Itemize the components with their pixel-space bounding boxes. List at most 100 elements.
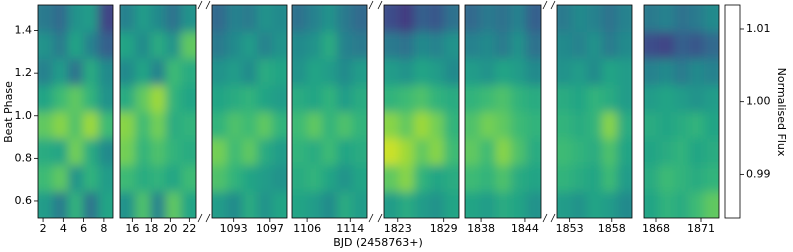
heatmap-cell <box>242 58 258 86</box>
heatmap-cell <box>165 84 182 112</box>
heatmap-cell <box>272 191 287 218</box>
heatmap-cell <box>429 138 445 166</box>
heatmap-cell <box>98 111 113 139</box>
heatmap-cell <box>212 191 228 218</box>
heatmap-cell <box>384 5 400 33</box>
heatmap-cell <box>322 191 338 218</box>
panel <box>212 5 287 218</box>
heatmap-cell <box>68 191 84 218</box>
heatmap-cell <box>98 191 113 218</box>
cells <box>38 5 113 218</box>
y-tick-label: 0.8 <box>15 151 33 164</box>
cells <box>557 5 632 218</box>
heatmap-cell <box>572 138 588 166</box>
heatmap-cell <box>465 5 481 33</box>
heatmap-cell <box>414 58 430 86</box>
heatmap-cell <box>352 5 367 33</box>
heatmap-cell <box>68 5 84 33</box>
heatmap-cell <box>384 138 400 166</box>
heatmap-cell <box>572 84 588 112</box>
heatmap-cell <box>602 5 618 33</box>
heatmap-cell <box>227 5 243 33</box>
heatmap-cell <box>510 191 527 218</box>
heatmap-cell <box>444 111 459 139</box>
heatmap-cell <box>135 58 151 86</box>
heatmap-cell <box>525 5 541 33</box>
heatmap-cell <box>257 138 273 166</box>
heatmap-cell <box>227 58 243 86</box>
heatmap-cell <box>352 164 367 192</box>
colorbar-tick-label: 1.01 <box>746 22 771 35</box>
heatmap-cell <box>150 191 167 218</box>
heatmap-cell <box>180 58 196 86</box>
x-tick-label: 8 <box>100 222 107 235</box>
heatmap-cell <box>444 164 459 192</box>
heatmap-cell <box>272 164 287 192</box>
x-tick-label: 4 <box>60 222 67 235</box>
heatmap-cell <box>617 111 632 139</box>
heatmap-cell <box>674 58 690 86</box>
heatmap-cell <box>322 111 338 139</box>
heatmap-cell <box>414 164 430 192</box>
cells <box>212 5 287 218</box>
heatmap-cell <box>322 31 338 59</box>
heatmap-cell <box>384 31 400 59</box>
heatmap-cell <box>53 111 69 139</box>
heatmap-cell <box>480 84 496 112</box>
heatmap-cell <box>465 164 481 192</box>
heatmap-cell <box>414 138 430 166</box>
heatmap-cell <box>644 191 660 218</box>
heatmap-cell <box>38 164 54 192</box>
axis-break <box>550 0 556 10</box>
panel-frame <box>291 4 368 219</box>
heatmap-cell <box>587 138 603 166</box>
heatmap-cell <box>602 84 618 112</box>
panel-frame <box>211 4 288 219</box>
x-axis-label: BJD (2458763+) <box>333 236 423 249</box>
heatmap-cell <box>704 111 719 139</box>
heatmap-cell <box>120 58 136 86</box>
heatmap-cell <box>150 84 167 112</box>
heatmap-cell <box>444 31 459 59</box>
heatmap-cell <box>165 58 182 86</box>
heatmap-cell <box>83 84 99 112</box>
heatmap-cell <box>257 191 273 218</box>
heatmap-cell <box>292 191 308 218</box>
heatmap-cell <box>150 138 167 166</box>
heatmap-cell <box>83 138 99 166</box>
heatmap-cell <box>689 58 705 86</box>
heatmap-cell <box>399 138 415 166</box>
heatmap-cell <box>465 31 481 59</box>
heatmap-cell <box>399 58 415 86</box>
heatmap-cell <box>352 58 367 86</box>
heatmap-cell <box>135 5 151 33</box>
heatmap-cell <box>352 191 367 218</box>
heatmap-cell <box>557 191 573 218</box>
heatmap-cell <box>180 84 196 112</box>
heatmap-cell <box>242 164 258 192</box>
heatmap-cell <box>337 138 353 166</box>
heatmap-cell <box>674 138 690 166</box>
heatmap-cell <box>602 191 618 218</box>
colorbar <box>724 4 741 219</box>
heatmap-cell <box>557 111 573 139</box>
heatmap-cell <box>444 58 459 86</box>
heatmap-cell <box>227 111 243 139</box>
heatmap-cell <box>557 164 573 192</box>
heatmap-cell <box>429 84 445 112</box>
heatmap-cell <box>68 164 84 192</box>
axis-break <box>550 213 556 223</box>
heatmap-cell <box>510 111 527 139</box>
cells <box>384 5 459 218</box>
heatmap-cell <box>704 191 719 218</box>
heatmap-cell <box>495 191 512 218</box>
heatmap-cell <box>227 138 243 166</box>
heatmap-cell <box>557 31 573 59</box>
heatmap-cell <box>674 164 690 192</box>
heatmap-cell <box>525 31 541 59</box>
heatmap-cell <box>510 58 527 86</box>
cells <box>120 5 196 218</box>
heatmap-cell <box>602 138 618 166</box>
axis-break <box>368 213 374 223</box>
x-tick-label: 1868 <box>642 222 670 235</box>
